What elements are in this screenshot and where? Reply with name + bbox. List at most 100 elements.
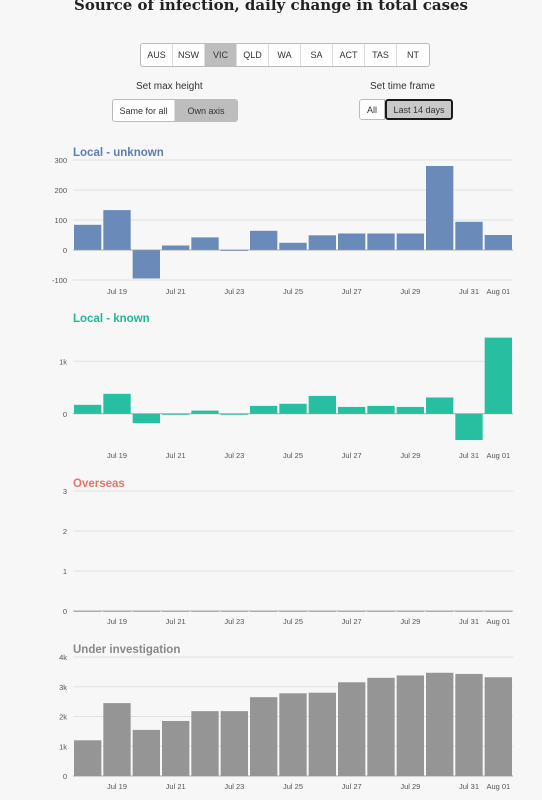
x-tick-label: Aug 01 (486, 782, 510, 791)
bar (191, 611, 219, 612)
x-tick-label: Aug 01 (486, 617, 510, 626)
bar (426, 166, 454, 250)
y-tick-label: 200 (54, 186, 67, 195)
state-button-nsw[interactable]: NSW (173, 44, 205, 66)
bar (338, 682, 366, 776)
y-tick-label: 2k (59, 713, 67, 722)
bar (308, 235, 336, 250)
x-tick-label: Jul 27 (342, 451, 362, 460)
bar (220, 611, 248, 612)
chart-0: -100 0 100 200 300 Local - unknown Jul 19 Jul 2… (52, 147, 513, 296)
bar (484, 337, 512, 414)
bar (426, 672, 454, 776)
y-tick-label: 1 (63, 567, 67, 576)
bar (103, 210, 131, 250)
bar (455, 221, 483, 250)
state-button-wa[interactable]: WA (269, 44, 301, 66)
x-tick-label: Jul 23 (224, 782, 244, 791)
bar (396, 233, 424, 250)
bar (103, 393, 131, 414)
chart-title: Local - unknown (73, 147, 164, 159)
bar (484, 611, 512, 612)
bar (220, 250, 248, 251)
y-tick-label: 0 (63, 607, 67, 616)
bar (484, 235, 512, 250)
y-tick-label: 0 (63, 246, 67, 255)
time-button-last-14-days[interactable]: Last 14 days (385, 99, 453, 120)
bar (250, 230, 278, 250)
x-tick-label: Jul 21 (166, 782, 186, 791)
x-tick-label: Jul 31 (459, 617, 479, 626)
bar (191, 410, 219, 414)
time-button-all[interactable]: All (359, 99, 385, 120)
bar (132, 729, 160, 776)
bar (455, 673, 483, 776)
state-button-sa[interactable]: SA (301, 44, 333, 66)
x-tick-label: Jul 19 (107, 617, 127, 626)
x-tick-label: Jul 31 (459, 287, 479, 296)
time-frame-label: Set time frame (370, 81, 436, 92)
bar (426, 611, 454, 612)
bar (455, 413, 483, 440)
height-button-same-for-all[interactable]: Same for all (113, 100, 175, 121)
bar (162, 245, 190, 250)
chart-title: Local - known (73, 313, 150, 325)
bar (367, 233, 395, 250)
y-tick-label: 300 (54, 156, 67, 165)
bar (308, 692, 336, 776)
y-tick-label: 3 (63, 487, 67, 496)
bar (279, 693, 307, 776)
bar (279, 403, 307, 414)
x-tick-label: Jul 27 (342, 782, 362, 791)
x-tick-label: Jul 21 (166, 451, 186, 460)
bar (338, 406, 366, 414)
x-tick-label: Jul 29 (400, 287, 420, 296)
time-frame-selector: All Last 14 days (359, 99, 453, 120)
height-button-own-axis[interactable]: Own axis (175, 100, 237, 121)
bar (74, 740, 102, 776)
state-button-qld[interactable]: QLD (237, 44, 269, 66)
x-tick-label: Aug 01 (486, 451, 510, 460)
bar (74, 224, 102, 250)
bar (455, 611, 483, 612)
bar (132, 413, 160, 424)
bar (250, 405, 278, 414)
bar (250, 611, 278, 612)
x-tick-label: Jul 29 (400, 617, 420, 626)
x-tick-label: Jul 27 (342, 617, 362, 626)
bar (162, 413, 190, 415)
bar (162, 611, 190, 612)
chart-1: 0 1k Local - known Jul 19 Jul 21 Jul 23 Jul 25… (59, 313, 513, 460)
x-tick-label: Jul 31 (459, 451, 479, 460)
chart-2: 0 1 2 3 Overseas Jul 19 Jul 21 Jul 23 Jul 25 Jul … (63, 478, 513, 626)
bar (103, 703, 131, 776)
bar (74, 611, 102, 612)
bar (132, 250, 160, 279)
bar (367, 405, 395, 414)
chart-title: Overseas (73, 478, 125, 490)
x-tick-label: Jul 25 (283, 451, 303, 460)
y-tick-label: 1k (59, 357, 67, 366)
bar (279, 242, 307, 250)
page-title: Source of infection, daily change in tot… (73, 0, 468, 14)
state-selector: AUS NSW VIC QLD WA SA ACT TAS NT (140, 43, 430, 67)
state-button-nt[interactable]: NT (407, 50, 419, 60)
y-tick-label: -100 (52, 276, 67, 285)
x-tick-label: Jul 25 (283, 617, 303, 626)
x-tick-label: Aug 01 (486, 287, 510, 296)
bar (426, 397, 454, 414)
bar (367, 611, 395, 612)
bar (191, 711, 219, 776)
state-button-vic[interactable]: VIC (205, 44, 237, 66)
state-button-act[interactable]: ACT (333, 44, 365, 66)
bar (396, 611, 424, 612)
x-tick-label: Jul 29 (400, 782, 420, 791)
state-button-aus[interactable]: AUS (141, 44, 173, 66)
y-tick-label: 2 (63, 527, 67, 536)
x-tick-label: Jul 21 (166, 287, 186, 296)
state-button-tas[interactable]: TAS (365, 44, 397, 66)
x-tick-label: Jul 19 (107, 287, 127, 296)
bar (338, 233, 366, 250)
bar (396, 406, 424, 414)
